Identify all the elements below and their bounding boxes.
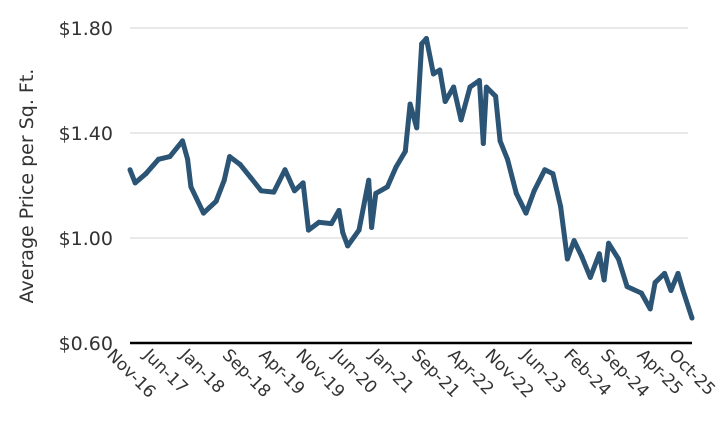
data-point (662, 270, 668, 276)
data-point (407, 101, 413, 107)
data-point (143, 171, 149, 177)
data-point (271, 189, 277, 195)
data-point (493, 93, 499, 99)
series-line (127, 36, 695, 319)
data-point (258, 188, 264, 194)
data-point (531, 188, 537, 194)
data-point (393, 164, 399, 170)
data-point (340, 230, 346, 236)
data-point (497, 138, 503, 144)
data-point (564, 256, 570, 262)
data-point (647, 306, 653, 312)
data-point (550, 171, 556, 177)
data-point (587, 274, 593, 280)
data-point (451, 84, 457, 90)
data-point (571, 238, 577, 244)
data-point (423, 36, 429, 41)
data-point (300, 180, 306, 186)
data-point (624, 284, 630, 290)
data-point (167, 154, 173, 160)
data-point (419, 41, 425, 47)
data-point (596, 251, 602, 257)
data-point (188, 184, 194, 190)
data-point (579, 253, 585, 259)
y-tick-label: $1.00 (59, 228, 113, 250)
data-point (155, 156, 161, 162)
data-point (282, 167, 288, 173)
data-point (221, 177, 227, 183)
data-point (345, 243, 351, 249)
data-point (668, 288, 674, 293)
data-point (369, 225, 375, 230)
data-point (402, 148, 408, 154)
series (127, 36, 695, 321)
data-point (384, 184, 390, 190)
data-point (442, 99, 448, 104)
data-point (606, 240, 612, 246)
data-point (437, 67, 443, 73)
data-point (476, 78, 482, 83)
data-point (523, 210, 529, 216)
data-point (227, 154, 233, 160)
data-point (542, 167, 548, 173)
data-point (179, 138, 185, 144)
data-point (127, 167, 133, 173)
data-point (615, 256, 621, 262)
data-point (467, 84, 473, 90)
data-point (213, 198, 219, 204)
data-point (185, 156, 191, 162)
data-point (316, 219, 322, 225)
y-tick-label: $1.40 (59, 123, 113, 145)
data-point (366, 177, 372, 183)
y-tick-label: $0.60 (59, 333, 113, 355)
data-point (373, 190, 379, 196)
data-point (336, 207, 342, 213)
data-point (680, 288, 686, 293)
data-point (513, 190, 519, 196)
data-point (558, 204, 564, 209)
data-point (601, 277, 607, 283)
y-tick-label: $1.80 (59, 18, 113, 40)
data-point (305, 227, 311, 233)
x-tick-labels: Nov-16Jun-17Jan-18Sep-18Apr-19Nov-19Jun-… (102, 345, 719, 403)
data-point (132, 180, 138, 186)
data-point (201, 210, 207, 216)
data-point (430, 71, 436, 77)
data-point (248, 175, 254, 181)
data-point (504, 156, 510, 162)
data-point (414, 125, 420, 131)
data-point (356, 227, 362, 233)
y-axis-label: Average Price per Sq. Ft. (16, 69, 38, 304)
data-point (652, 280, 658, 286)
data-point (328, 221, 334, 227)
data-point (483, 84, 489, 90)
data-point (675, 270, 681, 276)
data-point (458, 117, 464, 123)
data-point (237, 162, 243, 167)
y-tick-labels: $0.60 $1.00 $1.40 $1.80 (59, 18, 113, 355)
data-point (480, 141, 486, 146)
data-point (638, 290, 644, 296)
data-point (689, 315, 695, 321)
data-point (291, 188, 297, 194)
